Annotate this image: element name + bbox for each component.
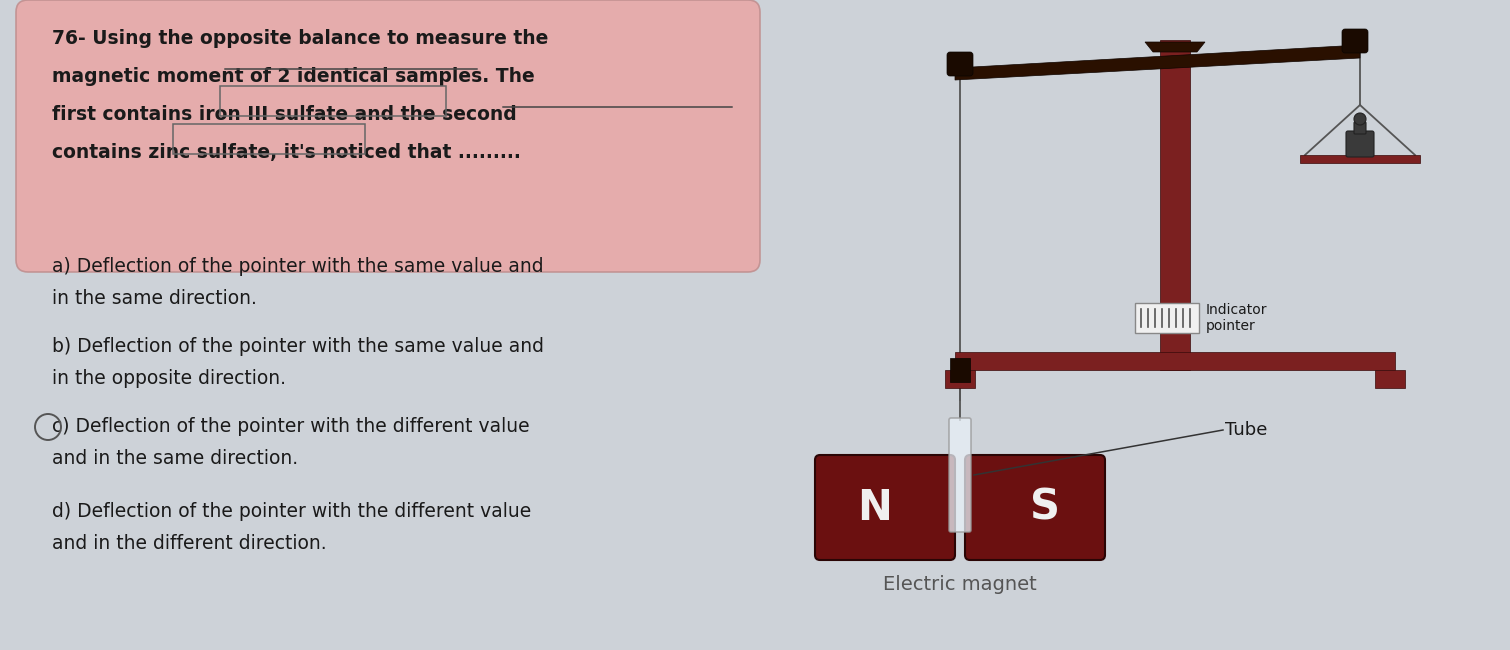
- FancyBboxPatch shape: [945, 370, 975, 388]
- FancyBboxPatch shape: [947, 52, 972, 76]
- Text: first contains iron III sulfate and the second: first contains iron III sulfate and the …: [51, 105, 516, 124]
- Text: Electric magnet: Electric magnet: [883, 575, 1037, 594]
- Polygon shape: [954, 45, 1361, 80]
- FancyBboxPatch shape: [1160, 40, 1190, 370]
- Text: N: N: [858, 487, 892, 529]
- Text: contains zinc sulfate, it's noticed that .........: contains zinc sulfate, it's noticed that…: [51, 143, 521, 162]
- Text: c) Deflection of the pointer with the different value: c) Deflection of the pointer with the di…: [51, 417, 530, 436]
- Text: S: S: [1030, 487, 1060, 529]
- Text: Tube: Tube: [1225, 421, 1267, 439]
- FancyBboxPatch shape: [1345, 131, 1374, 157]
- Text: 76- Using the opposite balance to measure the: 76- Using the opposite balance to measur…: [51, 29, 548, 48]
- Text: a) Deflection of the pointer with the same value and: a) Deflection of the pointer with the sa…: [51, 257, 544, 276]
- FancyBboxPatch shape: [1354, 122, 1367, 134]
- FancyBboxPatch shape: [1342, 29, 1368, 53]
- FancyBboxPatch shape: [948, 418, 971, 532]
- Circle shape: [1354, 113, 1367, 125]
- Text: b) Deflection of the pointer with the same value and: b) Deflection of the pointer with the sa…: [51, 337, 544, 356]
- FancyBboxPatch shape: [954, 352, 1395, 370]
- Text: Indicator
pointer: Indicator pointer: [1206, 303, 1267, 333]
- Polygon shape: [1145, 42, 1205, 52]
- FancyBboxPatch shape: [950, 358, 969, 382]
- FancyBboxPatch shape: [965, 455, 1105, 560]
- Text: d) Deflection of the pointer with the different value: d) Deflection of the pointer with the di…: [51, 502, 532, 521]
- FancyBboxPatch shape: [1136, 303, 1199, 333]
- Text: magnetic moment of 2 identical samples. The: magnetic moment of 2 identical samples. …: [51, 67, 535, 86]
- Text: in the opposite direction.: in the opposite direction.: [51, 369, 285, 388]
- Text: in the same direction.: in the same direction.: [51, 289, 257, 308]
- FancyBboxPatch shape: [1376, 370, 1404, 388]
- FancyBboxPatch shape: [1300, 155, 1419, 163]
- Text: and in the same direction.: and in the same direction.: [51, 449, 297, 468]
- Text: and in the different direction.: and in the different direction.: [51, 534, 326, 553]
- FancyBboxPatch shape: [815, 455, 954, 560]
- FancyBboxPatch shape: [17, 0, 760, 272]
